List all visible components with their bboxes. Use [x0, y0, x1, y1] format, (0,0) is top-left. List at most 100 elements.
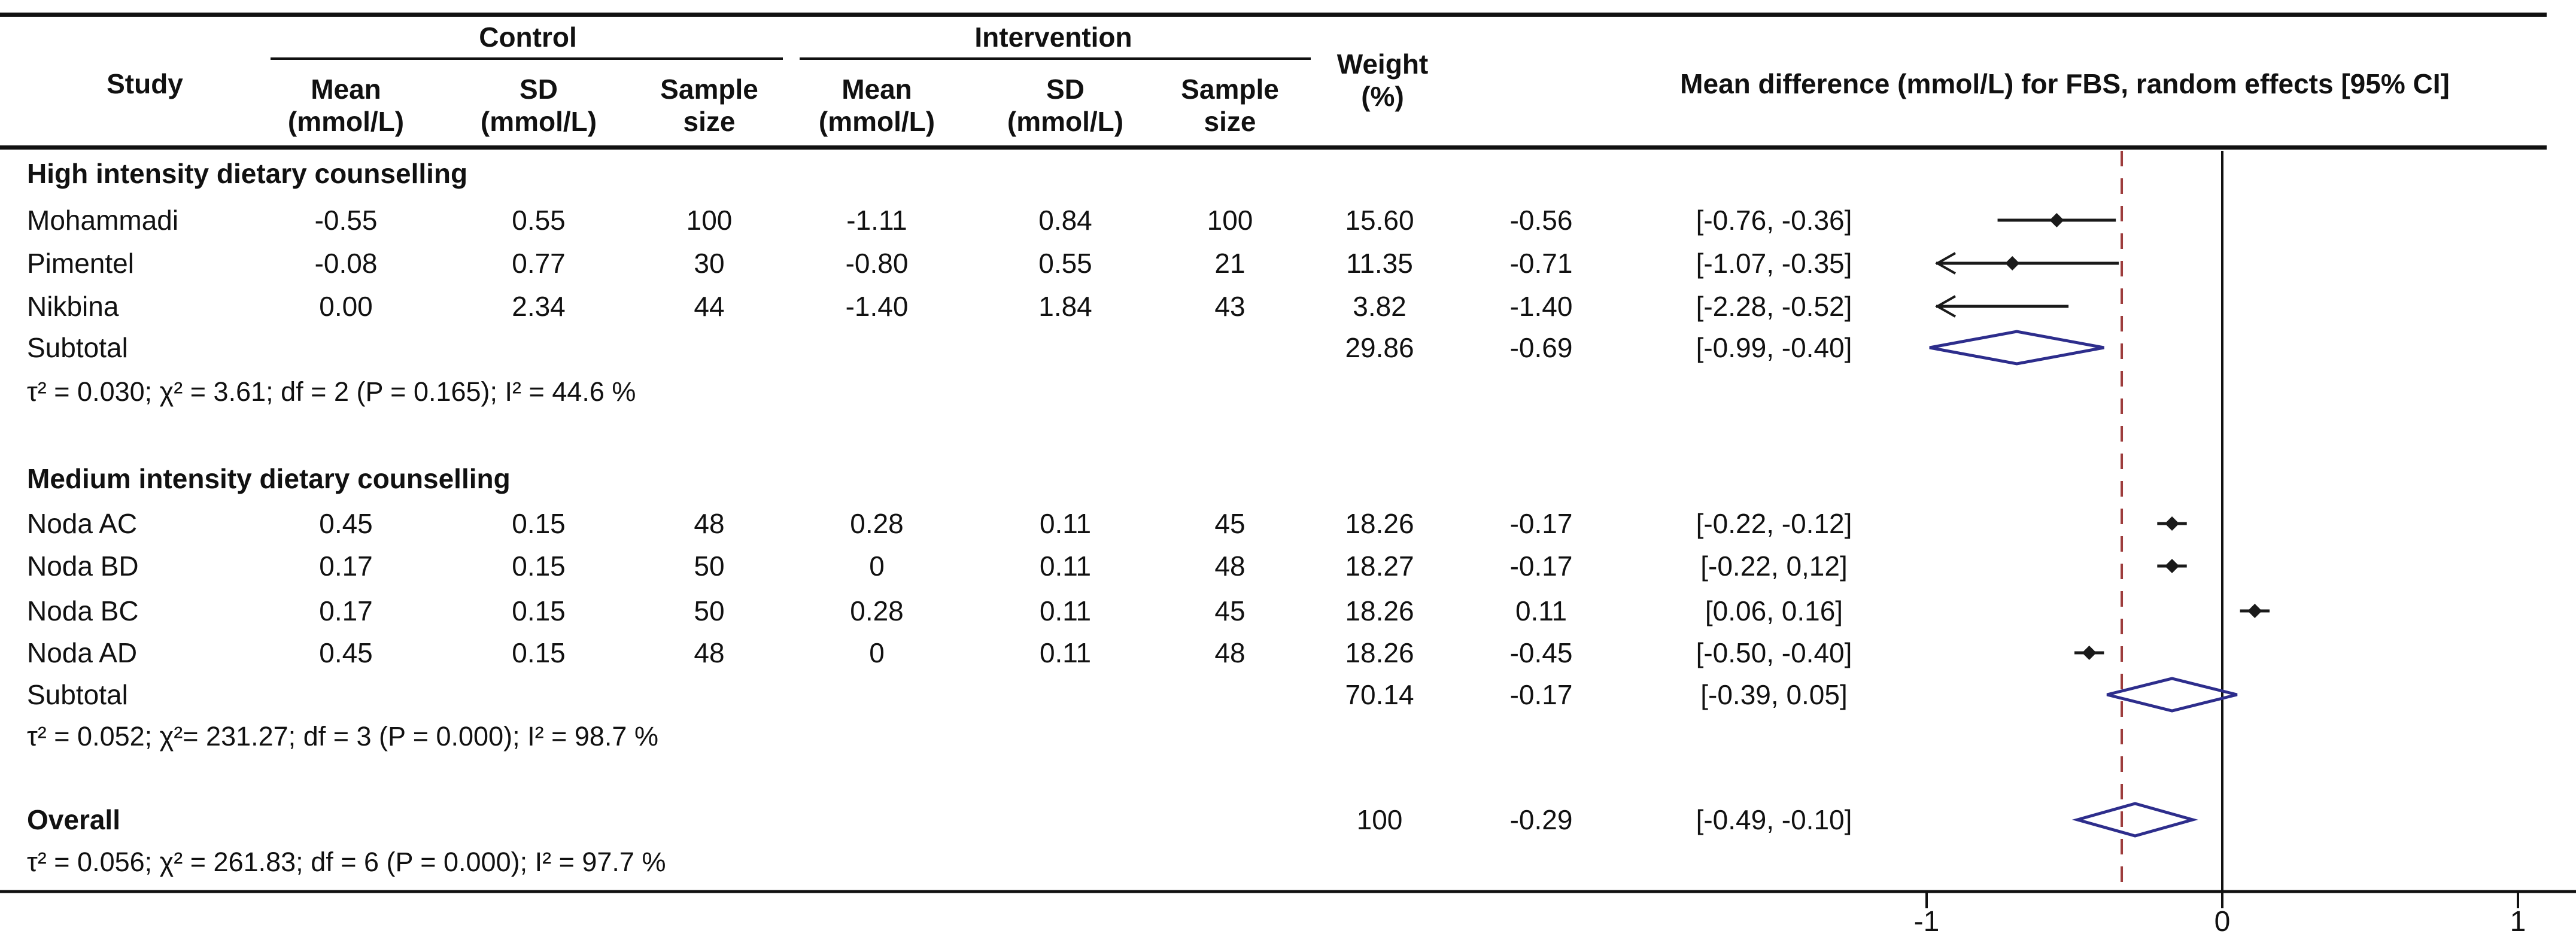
weight-column-header: Weight (%) — [1336, 48, 1429, 112]
point-estimate-marker — [2165, 559, 2180, 573]
i_sd-value: 0.55 — [1038, 248, 1092, 279]
md-value: -0.17 — [1509, 679, 1573, 710]
c_n-value: 100 — [686, 205, 733, 236]
c_mean-value: 0.17 — [319, 595, 373, 626]
i_sd-value: 0.11 — [1039, 595, 1092, 626]
point-estimate-marker — [2049, 213, 2064, 227]
c_mean-value: 0.17 — [319, 550, 373, 582]
i_n-value: 48 — [1214, 637, 1246, 668]
weight-value: 15.60 — [1345, 205, 1414, 236]
ci-value: [-2.28, -0.52] — [1696, 291, 1852, 322]
i_n-value: 48 — [1214, 550, 1246, 582]
intervention-sample-header: Sample size — [1181, 74, 1279, 137]
c_n-value: 50 — [694, 595, 725, 626]
i_mean-value: -1.40 — [845, 291, 909, 322]
study-name: Noda BD — [27, 550, 139, 582]
i_n-value: 21 — [1214, 248, 1246, 279]
c_mean-value: -0.08 — [314, 248, 378, 279]
weight-value: 70.14 — [1345, 679, 1414, 710]
study-name: Noda AC — [27, 508, 138, 539]
ci-value: [-0.22, 0,12] — [1700, 550, 1848, 582]
heterogeneity-stats: τ² = 0.056; χ² = 261.83; df = 6 (P = 0.0… — [27, 847, 666, 877]
c_sd-value: 0.15 — [512, 550, 566, 582]
control-mean-header: Mean (mmol/L) — [287, 74, 405, 137]
i_mean-value: -1.11 — [846, 205, 907, 236]
i_n-value: 45 — [1214, 508, 1246, 539]
study-name: Noda AD — [27, 637, 138, 668]
study-name: Subtotal — [27, 679, 128, 710]
study-name: Mohammadi — [27, 205, 179, 236]
i_mean-value: 0 — [869, 550, 885, 582]
c_mean-value: 0.45 — [319, 508, 373, 539]
i_mean-value: 0 — [869, 637, 885, 668]
i_n-value: 43 — [1214, 291, 1246, 322]
ci-value: [-0.22, -0.12] — [1696, 508, 1852, 539]
c_n-value: 48 — [694, 637, 725, 668]
c_n-value: 30 — [694, 248, 725, 279]
md-value: -1.40 — [1509, 291, 1573, 322]
top-border-rule — [0, 13, 2547, 17]
group-section-label: High intensity dietary counselling — [27, 158, 468, 189]
md-value: -0.56 — [1509, 205, 1573, 236]
intervention-sd-header: SD (mmol/L) — [1007, 74, 1124, 137]
c_mean-value: 0.00 — [319, 291, 373, 322]
control-group-header: Control — [479, 22, 577, 53]
point-estimate-marker — [2082, 646, 2097, 660]
c_sd-value: 0.15 — [512, 595, 566, 626]
i_sd-value: 1.84 — [1038, 291, 1092, 322]
ci-value: [-0.99, -0.40] — [1696, 332, 1852, 363]
i_mean-value: 0.28 — [850, 508, 904, 539]
weight-value: 18.26 — [1345, 637, 1414, 668]
summary-diamond — [2071, 802, 2198, 838]
ci-value: [0.06, 0.16] — [1705, 595, 1843, 626]
weight-value: 3.82 — [1353, 291, 1407, 322]
i_sd-value: 0.11 — [1039, 637, 1092, 668]
c_mean-value: 0.45 — [319, 637, 373, 668]
weight-value: 11.35 — [1346, 248, 1413, 279]
md-value: -0.29 — [1509, 804, 1573, 835]
c_sd-value: 2.34 — [512, 291, 566, 322]
c_mean-value: -0.55 — [314, 205, 378, 236]
group-section-label: Medium intensity dietary counselling — [27, 463, 511, 494]
md-value: -0.17 — [1509, 550, 1573, 582]
left-truncation-arrow — [1934, 252, 1956, 275]
i_sd-value: 0.84 — [1038, 205, 1092, 236]
control-group-underline — [271, 57, 783, 60]
ci-value: [-1.07, -0.35] — [1696, 248, 1852, 279]
control-sample-header: Sample size — [660, 74, 758, 137]
md-value: 0.11 — [1515, 595, 1568, 626]
summary-diamond — [2106, 677, 2238, 713]
i_mean-value: 0.28 — [850, 595, 904, 626]
study-name: Nikbina — [27, 291, 119, 322]
md-value: -0.45 — [1509, 637, 1573, 668]
i_sd-value: 0.11 — [1039, 508, 1092, 539]
weight-value: 18.26 — [1345, 508, 1414, 539]
intervention-mean-header: Mean (mmol/L) — [818, 74, 935, 137]
ci-value: [-0.49, -0.10] — [1696, 804, 1852, 835]
study-name: Pimentel — [27, 248, 134, 279]
i_n-value: 100 — [1207, 205, 1253, 236]
study-column-header: Study — [107, 68, 183, 99]
md-value: -0.69 — [1509, 332, 1573, 363]
heterogeneity-stats: τ² = 0.052; χ²= 231.27; df = 3 (P = 0.00… — [27, 721, 658, 752]
summary-diamond — [1929, 330, 2104, 366]
x-axis-tick-label: 1 — [2510, 906, 2526, 937]
left-truncation-arrow — [1934, 295, 1956, 318]
study-name: Noda BC — [27, 595, 139, 626]
x-axis-tick-label: 0 — [2214, 906, 2231, 937]
weight-value: 29.86 — [1345, 332, 1414, 363]
intervention-group-header: Intervention — [974, 22, 1132, 53]
overall-label: Overall — [27, 804, 120, 835]
point-estimate-marker — [2005, 256, 2020, 270]
c_n-value: 50 — [694, 550, 725, 582]
ci-value: [-0.76, -0.36] — [1696, 205, 1852, 236]
c_sd-value: 0.15 — [512, 508, 566, 539]
ci-value: [-0.39, 0.05] — [1700, 679, 1848, 710]
md-value: -0.17 — [1509, 508, 1573, 539]
i_n-value: 45 — [1214, 595, 1246, 626]
point-estimate-marker — [2247, 604, 2262, 618]
i_sd-value: 0.11 — [1039, 550, 1092, 582]
point-estimate-marker — [2165, 516, 2180, 531]
